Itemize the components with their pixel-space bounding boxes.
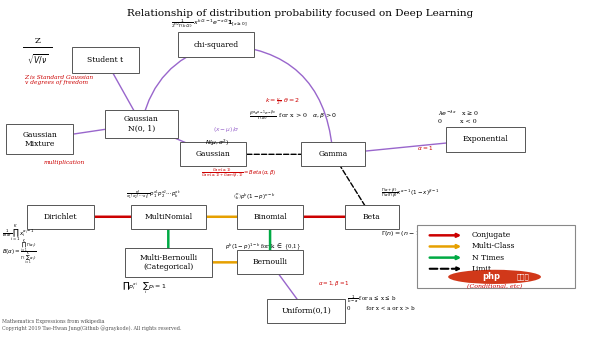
- Text: Multi-Bernoulli
(Categorical): Multi-Bernoulli (Categorical): [139, 254, 197, 271]
- Text: Bernoulli: Bernoulli: [253, 258, 287, 266]
- Text: $\frac{1}{B(\alpha)}\prod_{i=1}^{K} x_i^{\alpha_i-1}$: $\frac{1}{B(\alpha)}\prod_{i=1}^{K} x_i^…: [2, 224, 35, 244]
- FancyBboxPatch shape: [237, 251, 303, 274]
- Text: Gaussian
N(0, 1): Gaussian N(0, 1): [124, 115, 159, 133]
- Text: Conjugate: Conjugate: [472, 231, 511, 239]
- FancyBboxPatch shape: [125, 248, 212, 277]
- Text: Mathematics Expressions from wikipedia
Copyright 2019 Tae-Hwan Jung(Github @gray: Mathematics Expressions from wikipedia C…: [2, 319, 181, 331]
- Text: Uniform(0,1): Uniform(0,1): [281, 307, 331, 315]
- Text: (Conditional, etc): (Conditional, etc): [467, 284, 522, 290]
- Ellipse shape: [448, 270, 541, 284]
- Text: Gamma: Gamma: [318, 150, 347, 158]
- FancyBboxPatch shape: [105, 110, 178, 138]
- Text: $\frac{1}{b-a}$ for a ≤ x ≤ b
0         for x < a or x > b: $\frac{1}{b-a}$ for a ≤ x ≤ b 0 for x < …: [347, 293, 415, 311]
- Text: $\alpha=1$: $\alpha=1$: [417, 144, 433, 152]
- Text: php: php: [482, 272, 500, 281]
- FancyBboxPatch shape: [446, 127, 525, 152]
- Text: $\Gamma(n) = (n-1)!$: $\Gamma(n) = (n-1)!$: [381, 229, 425, 238]
- Text: $\prod p_i^{x_i}$   $\sum_i p_i = 1$: $\prod p_i^{x_i}$ $\sum_i p_i = 1$: [122, 280, 166, 296]
- FancyBboxPatch shape: [267, 299, 345, 323]
- Text: Z: Z: [35, 37, 41, 45]
- Text: 中文网: 中文网: [517, 274, 530, 280]
- Text: $\frac{\Gamma(\alpha+\beta)}{\Gamma(\alpha)\Gamma(\beta)}$$x^{\alpha-1}(1-x)^{\b: $\frac{\Gamma(\alpha+\beta)}{\Gamma(\alp…: [381, 186, 439, 200]
- Text: $\frac{Gam(\alpha, 1)}{Gam(\alpha, 1)+Gam(\beta, 1)}$$= Beta(\alpha, \beta)$: $\frac{Gam(\alpha, 1)}{Gam(\alpha, 1)+Ga…: [201, 167, 277, 180]
- FancyBboxPatch shape: [417, 225, 575, 288]
- Text: $k=\frac{\nu}{2}, \theta=2$: $k=\frac{\nu}{2}, \theta=2$: [265, 97, 299, 107]
- Text: $\lambda e^{-\lambda x}$   x ≥ 0
0         x < 0: $\lambda e^{-\lambda x}$ x ≥ 0 0 x < 0: [437, 108, 479, 124]
- Text: Gaussian: Gaussian: [196, 150, 230, 158]
- Text: $\frac{1}{2^{k/2}\Gamma(k/2)}$ $x^{k/2-1}e^{-x/2}$$\mathbf{1}_{[x\geq 0]}$: $\frac{1}{2^{k/2}\Gamma(k/2)}$ $x^{k/2-1…: [171, 17, 248, 28]
- Text: Multi-Class: Multi-Class: [472, 242, 515, 251]
- Text: $\frac{\beta^\alpha x^{\alpha-1} e^{-\beta x}}{\Gamma(\alpha)}$  for x > 0   $\a: $\frac{\beta^\alpha x^{\alpha-1} e^{-\be…: [249, 108, 337, 123]
- Text: Beta: Beta: [363, 213, 381, 221]
- Text: $(x-\mu)/\sigma$: $(x-\mu)/\sigma$: [213, 125, 240, 134]
- Text: $\frac{n!}{x_1!x_2!\cdots x_k!}$$p_1^{x_1}p_2^{x_2}\cdots p_k^{x_k}$: $\frac{n!}{x_1!x_2!\cdots x_k!}$$p_1^{x_…: [127, 188, 181, 201]
- Text: Exponential: Exponential: [463, 135, 508, 143]
- Text: $\binom{n}{k}$$p^k(1-p)^{n-k}$: $\binom{n}{k}$$p^k(1-p)^{n-k}$: [233, 192, 276, 203]
- Text: Limit: Limit: [472, 265, 492, 273]
- FancyBboxPatch shape: [72, 47, 139, 73]
- FancyBboxPatch shape: [178, 32, 254, 57]
- FancyBboxPatch shape: [301, 142, 365, 166]
- Text: $\sqrt{V/\nu}$: $\sqrt{V/\nu}$: [27, 52, 49, 65]
- FancyBboxPatch shape: [131, 205, 206, 229]
- Text: $N(\mu, \sigma^2)$: $N(\mu, \sigma^2)$: [205, 138, 229, 148]
- Text: Student t: Student t: [88, 56, 124, 64]
- Text: $B(\alpha) = \frac{\prod_{i=1}^{K}\Gamma(\alpha_i)}{\Gamma(\sum_{i=1}^{K}\alpha_: $B(\alpha) = \frac{\prod_{i=1}^{K}\Gamma…: [2, 237, 37, 267]
- Text: $p^k(1-p)^{1-k}$ for k $\in$ {0,1}: $p^k(1-p)^{1-k}$ for k $\in$ {0,1}: [225, 241, 301, 252]
- FancyBboxPatch shape: [344, 205, 399, 229]
- Text: Relationship of distribution probability focused on Deep Learning: Relationship of distribution probability…: [127, 9, 473, 18]
- Text: N Times: N Times: [472, 254, 504, 262]
- Text: Gaussian
Mixture: Gaussian Mixture: [22, 131, 57, 148]
- Text: MultiNomial: MultiNomial: [144, 213, 193, 221]
- FancyBboxPatch shape: [180, 142, 247, 166]
- Text: chi-squared: chi-squared: [194, 41, 239, 48]
- FancyBboxPatch shape: [7, 124, 73, 154]
- FancyBboxPatch shape: [237, 205, 303, 229]
- Text: $\alpha=1, \beta=1$: $\alpha=1, \beta=1$: [318, 279, 350, 288]
- Text: Binomial: Binomial: [253, 213, 287, 221]
- Text: multiplication: multiplication: [44, 160, 85, 165]
- Text: Z is Standard Gaussian
v degrees of freedom: Z is Standard Gaussian v degrees of free…: [25, 75, 94, 85]
- FancyBboxPatch shape: [28, 205, 94, 229]
- Text: Dirichlet: Dirichlet: [44, 213, 77, 221]
